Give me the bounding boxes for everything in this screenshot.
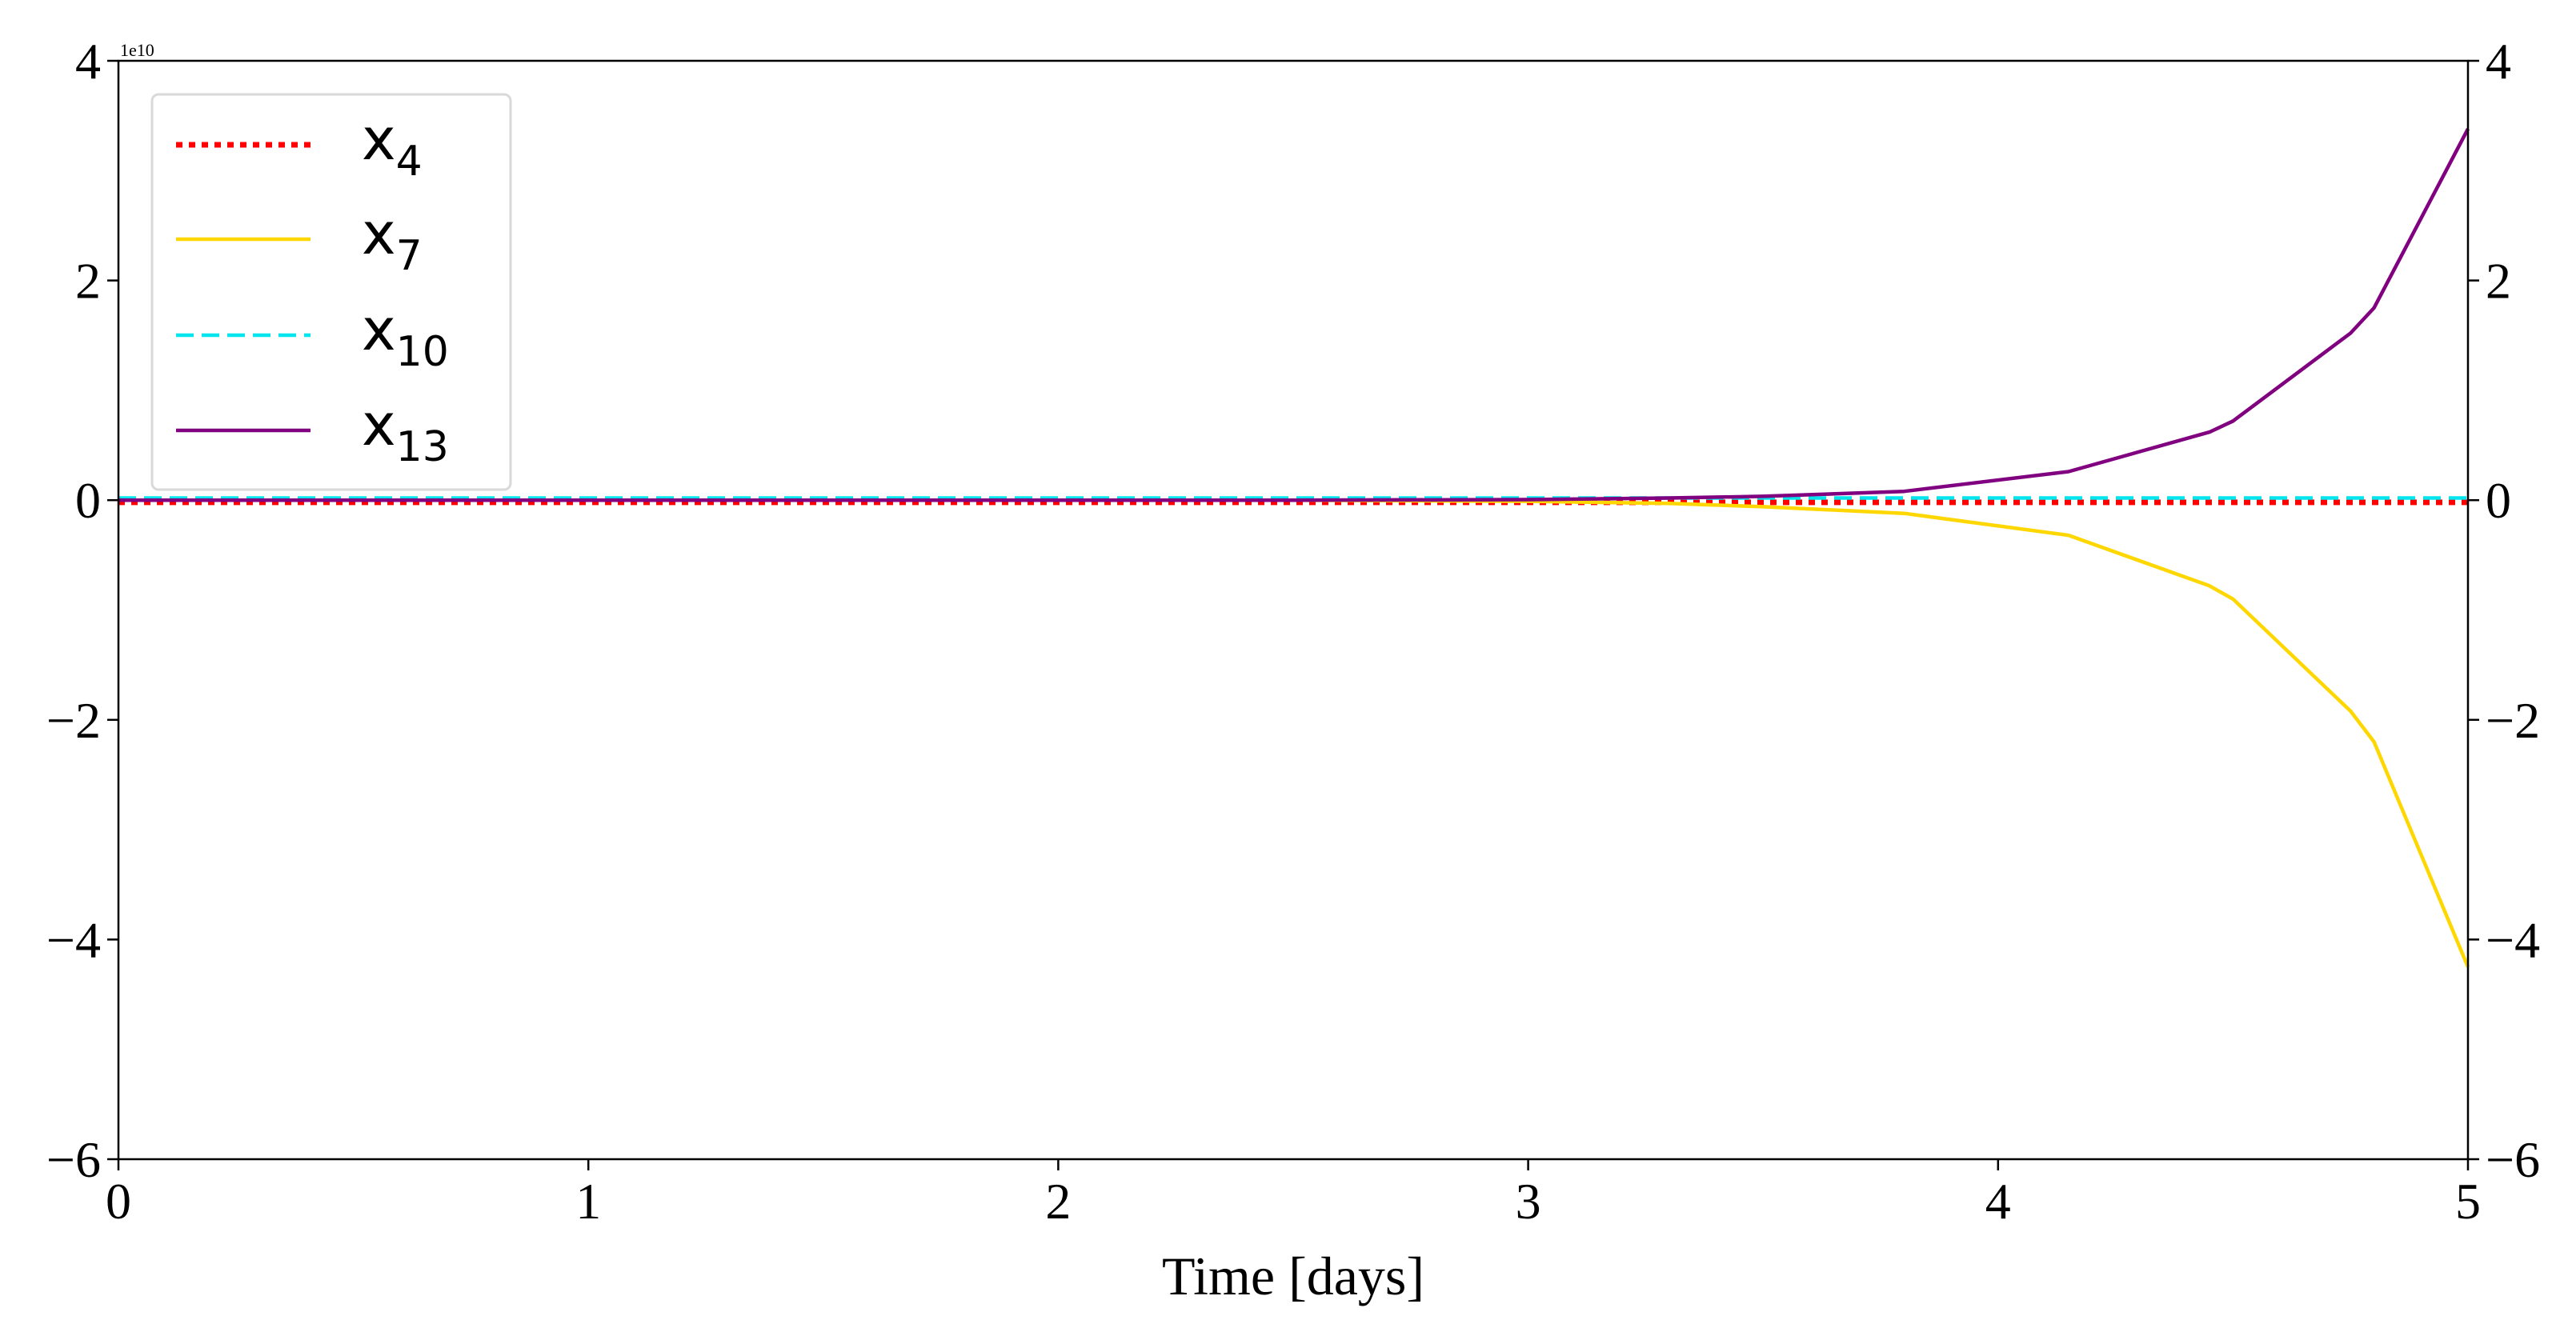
y-tick-label-left: 2: [75, 253, 101, 310]
y-tick-label-left: −2: [46, 692, 101, 749]
y-tick-label-left: −6: [46, 1131, 101, 1188]
x-tick-label: 4: [1985, 1173, 2011, 1230]
x-tick-label: 5: [2455, 1173, 2481, 1230]
y-tick-label-left: 4: [75, 33, 101, 90]
y-tick-label-right: −6: [2486, 1131, 2540, 1188]
x-tick-label: 2: [1045, 1173, 1071, 1230]
legend-box: [150, 93, 512, 491]
x-tick-label: 1: [575, 1173, 601, 1230]
axis-ticks: 0 1 2 3 4 5−6 −6−4 −4−2 −20 02 24 4: [46, 33, 2540, 1230]
series-line-x13: [118, 128, 2470, 502]
legend-label-x13: x13: [362, 391, 449, 471]
legend-label-x4: x4: [362, 106, 423, 186]
x-tick-label: 3: [1516, 1173, 1541, 1230]
x-axis-title: Time [days]: [1162, 1246, 1424, 1306]
y-tick-label-right: −2: [2486, 692, 2540, 749]
plot-frame: [117, 59, 2470, 1161]
y-tick-label-left: 0: [75, 472, 101, 529]
legend: x4 x7 x10 x13: [150, 93, 512, 491]
y-offset-label: 1e10: [120, 40, 154, 60]
legend-label-x7: x7: [362, 200, 423, 280]
y-tick-label-right: −4: [2486, 911, 2540, 968]
y-tick-label-right: 0: [2486, 472, 2511, 529]
legend-label-x10: x10: [362, 296, 449, 376]
x-tick-label: 0: [106, 1173, 131, 1230]
y-tick-label-right: 4: [2486, 33, 2511, 90]
plot-lines: [118, 128, 2470, 968]
y-tick-label-right: 2: [2486, 253, 2511, 310]
y-tick-label-left: −4: [46, 911, 101, 968]
